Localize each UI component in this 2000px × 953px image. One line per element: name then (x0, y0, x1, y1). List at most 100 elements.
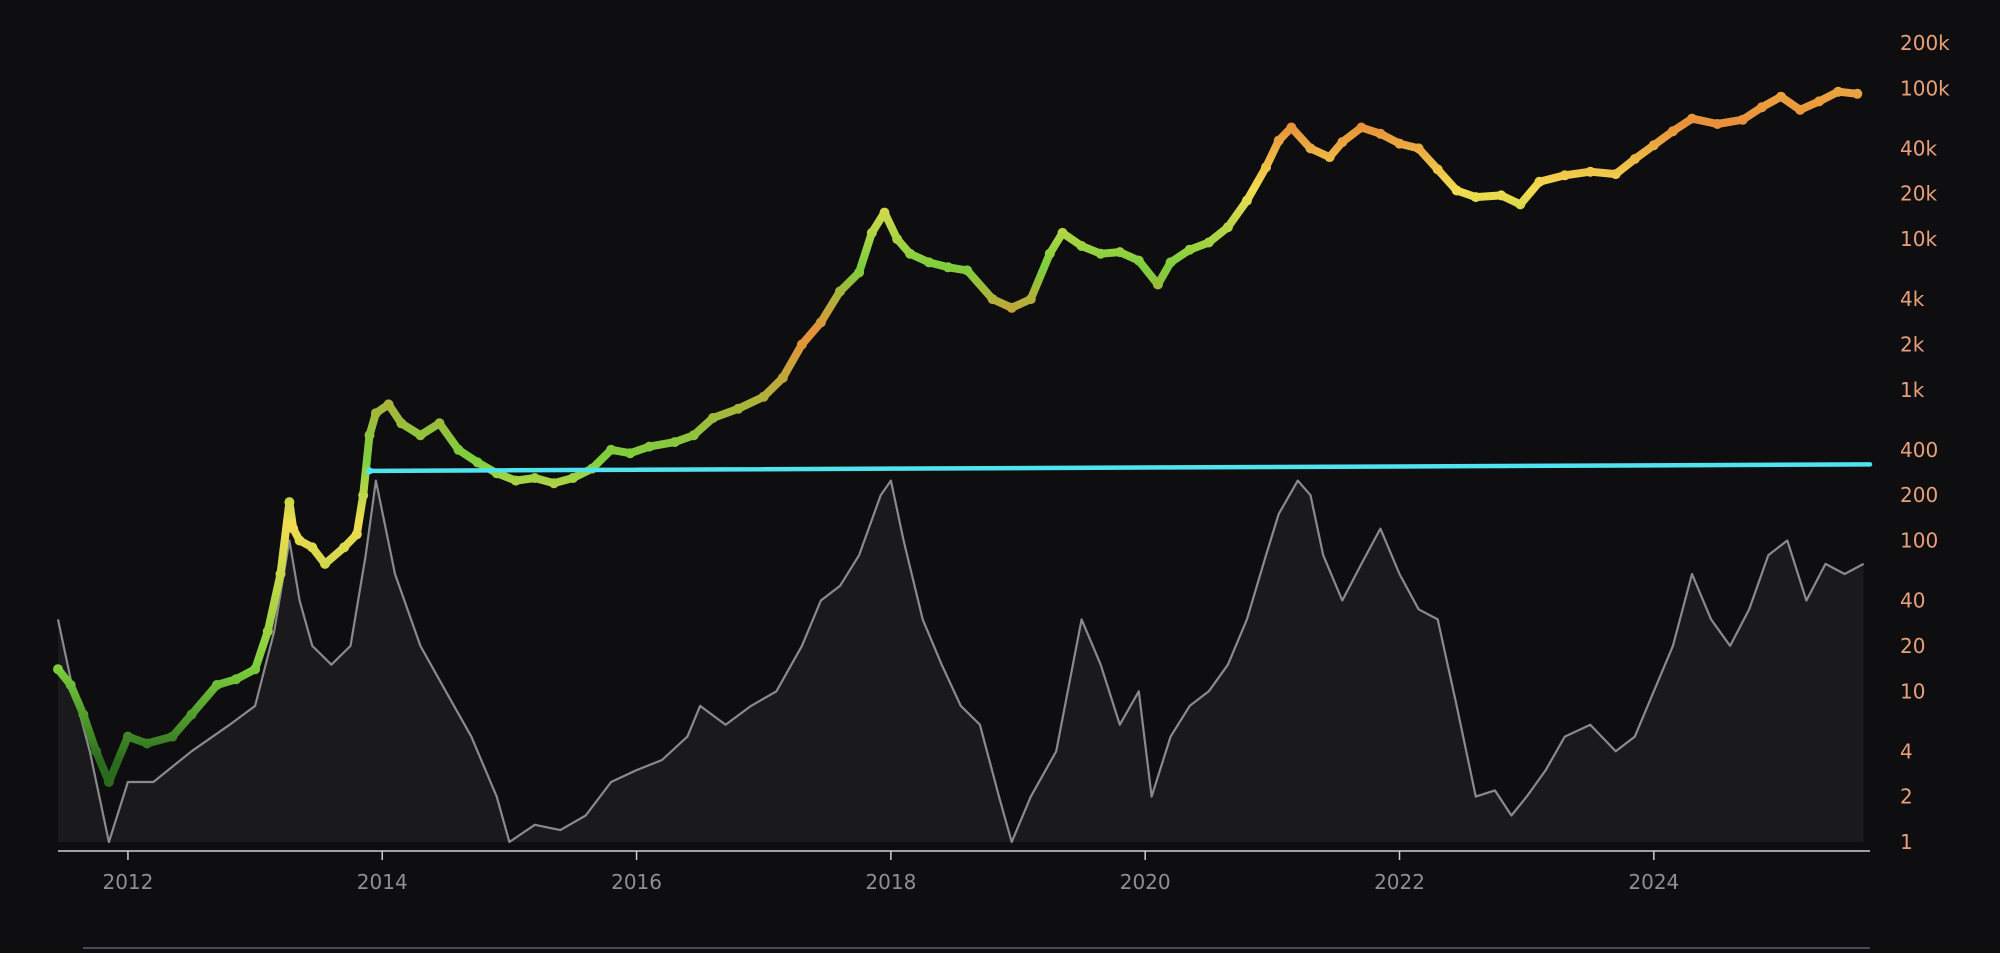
secondary-area-fill (58, 480, 1864, 842)
price-point (1095, 248, 1106, 259)
x-tick-label: 2014 (357, 870, 408, 894)
x-axis-ticks: 2012 2014 2016 2018 2020 2022 2024 (102, 870, 1679, 894)
price-point (1375, 128, 1386, 139)
x-tick-label: 2018 (865, 870, 916, 894)
y-tick-label: 400 (1900, 438, 1938, 462)
price-point (669, 437, 680, 448)
price-point (307, 542, 318, 553)
price-point (1133, 255, 1144, 266)
y-axis-ticks: 200k 100k 40k 20k 10k 4k 2k 1k 400 200 100 40 20 10 4 2… (1900, 31, 1950, 854)
price-point (103, 777, 114, 787)
price-point (1261, 162, 1271, 173)
price-point (1687, 113, 1697, 124)
price-point (396, 418, 407, 429)
price-point (262, 626, 273, 637)
price-point (1114, 247, 1125, 258)
price-point (1241, 195, 1252, 206)
y-tick-label: 40 (1900, 589, 1925, 613)
price-point (1629, 154, 1640, 164)
price-point (167, 731, 178, 742)
price-point (351, 529, 362, 540)
price-point (1496, 190, 1507, 201)
price-point (1152, 279, 1163, 290)
price-point (472, 457, 483, 468)
price-point (1814, 96, 1825, 107)
price-point (1203, 237, 1214, 248)
price-point (383, 399, 394, 410)
y-tick-label: 200 (1900, 483, 1938, 507)
price-point (122, 731, 133, 742)
horizontal-line-series (366, 462, 1873, 475)
price-point (1324, 152, 1335, 163)
horizontal-line (367, 462, 1873, 474)
price-point (866, 227, 877, 238)
price-point (733, 403, 744, 414)
price-point (65, 680, 76, 690)
price-point (142, 738, 152, 749)
price-point (1222, 222, 1233, 233)
price-point (625, 448, 636, 459)
price-point (1559, 170, 1570, 181)
y-tick-label: 2 (1900, 785, 1913, 809)
price-point (358, 490, 369, 501)
price-point (568, 473, 578, 483)
price-point (924, 257, 934, 268)
y-tick-label: 20k (1900, 182, 1937, 206)
y-tick-label: 20 (1900, 634, 1925, 658)
price-point (796, 339, 807, 350)
price-point (1756, 102, 1767, 113)
price-point (1852, 88, 1863, 99)
price-point (275, 569, 286, 579)
x-axis (58, 850, 1870, 949)
price-point (1413, 143, 1424, 154)
x-tick-label: 2012 (102, 870, 153, 894)
price-point (707, 413, 718, 423)
price-point (1305, 143, 1316, 154)
price-point (1006, 302, 1017, 313)
price-point (1165, 257, 1176, 268)
horizontal-line-start (366, 467, 374, 475)
price-point (1737, 114, 1748, 125)
y-tick-label: 4 (1900, 739, 1913, 763)
price-point (453, 444, 464, 455)
price-point (231, 674, 241, 685)
y-tick-label: 40k (1900, 136, 1937, 160)
price-point (879, 207, 890, 218)
x-tick-label: 2020 (1120, 870, 1171, 894)
price-point (1337, 137, 1348, 148)
price-point (962, 265, 973, 276)
price-point (606, 444, 617, 455)
price-point (1776, 91, 1786, 102)
price-point (1585, 166, 1596, 177)
price-point (415, 430, 426, 441)
price-point (284, 497, 295, 508)
price-point (1394, 138, 1405, 149)
price-point (1515, 199, 1526, 210)
price-point (320, 558, 330, 569)
price-point (644, 441, 655, 452)
price-point (78, 709, 89, 720)
y-tick-label: 1 (1900, 830, 1913, 854)
x-tick-label: 2022 (1374, 870, 1425, 894)
price-point (1470, 192, 1481, 203)
price-point (91, 746, 102, 757)
price-point (1273, 135, 1284, 146)
y-tick-label: 200k (1900, 31, 1950, 55)
price-point (370, 408, 381, 419)
price-point (53, 664, 63, 675)
price-point (688, 430, 699, 441)
price-point (339, 542, 350, 553)
price-point (186, 709, 197, 720)
price-point (1432, 164, 1443, 175)
secondary-series-line (56, 479, 1865, 844)
price-point (211, 680, 222, 690)
price-point (294, 535, 305, 546)
price-point (510, 475, 521, 486)
price-point (1712, 119, 1723, 129)
price-point (288, 523, 299, 534)
y-tick-label: 2k (1900, 332, 1925, 356)
price-point (1044, 248, 1055, 259)
y-tick-label: 1k (1900, 378, 1925, 402)
price-point (815, 317, 826, 328)
